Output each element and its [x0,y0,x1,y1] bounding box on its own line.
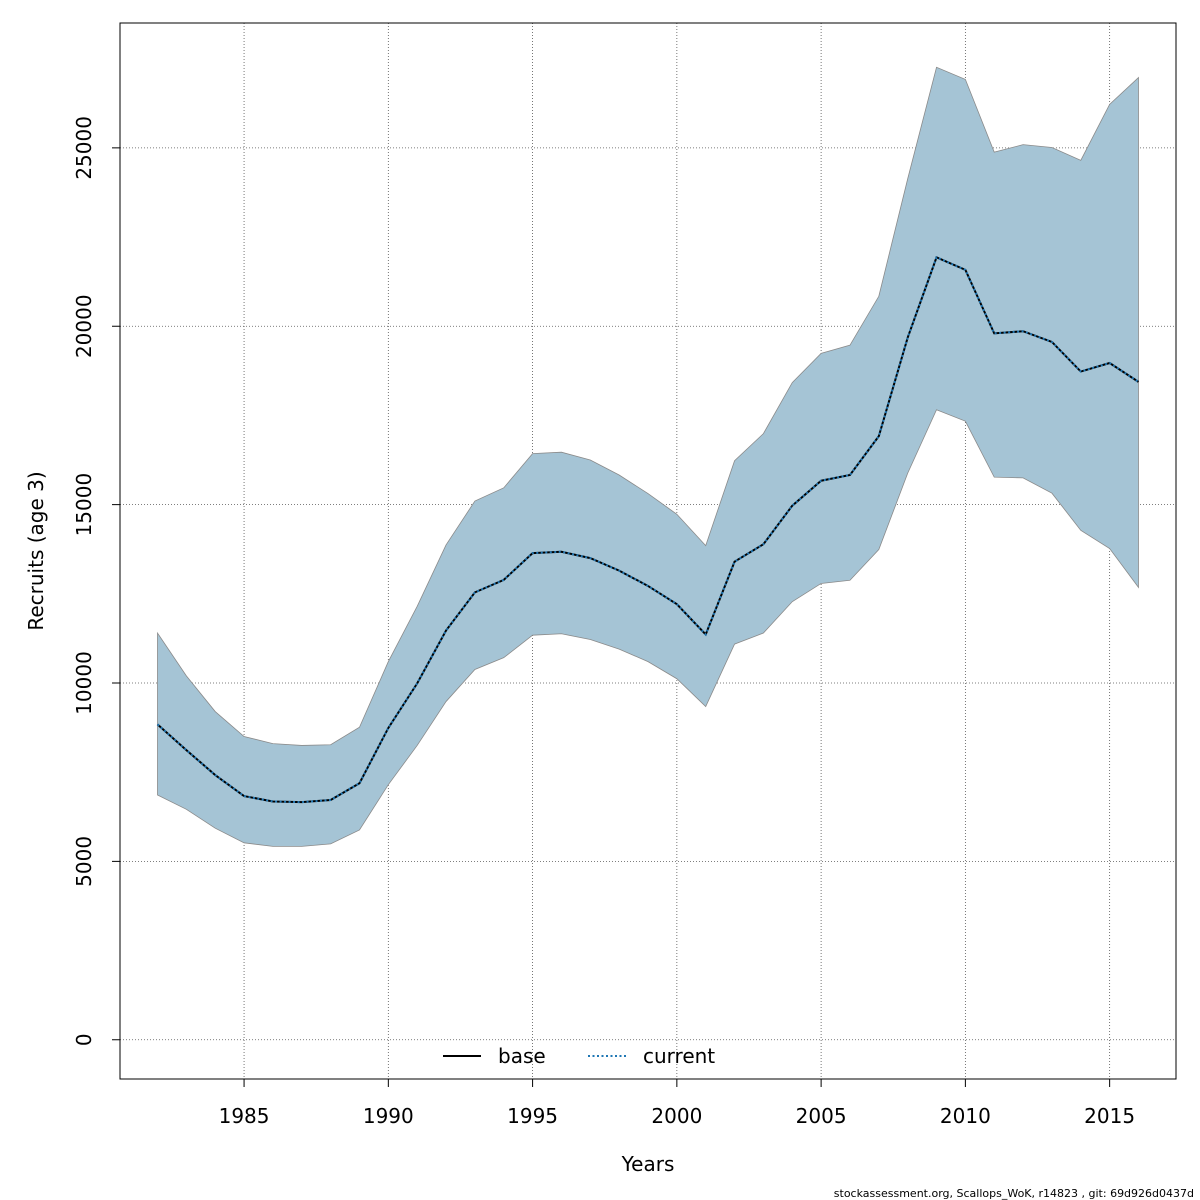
x-tick-label: 2010 [940,1104,991,1128]
y-tick-label: 20000 [72,294,96,358]
x-axis-title: Years [621,1152,675,1176]
y-tick-label: 5000 [72,836,96,887]
legend-label-base: base [498,1044,546,1068]
x-axis: 1985 1990 1995 2000 2005 2010 2015 [219,1079,1135,1128]
series-lines [156,256,1140,804]
y-axis-title: Recruits (age 3) [24,471,48,630]
x-tick-label: 2015 [1084,1104,1135,1128]
y-tick-label: 25000 [72,116,96,180]
legend-label-current: current [643,1044,715,1068]
x-tick-label: 1985 [219,1104,270,1128]
x-tick-label: 2005 [796,1104,847,1128]
x-tick-label: 1995 [507,1104,558,1128]
x-tick-label: 1990 [363,1104,414,1128]
confidence-band [157,66,1139,847]
plot-frame [119,22,1177,1080]
y-tick-label: 10000 [72,651,96,715]
series-line-current [156,256,1140,804]
y-tick-label: 15000 [72,473,96,537]
y-axis: 0 5000 10000 15000 20000 25000 [72,116,120,1046]
x-tick-label: 2000 [651,1104,702,1128]
footer-note: stockassessment.org, Scallops_WoK, r1482… [834,1187,1194,1200]
legend: base current [443,1044,715,1068]
y-tick-label: 0 [72,1033,96,1046]
